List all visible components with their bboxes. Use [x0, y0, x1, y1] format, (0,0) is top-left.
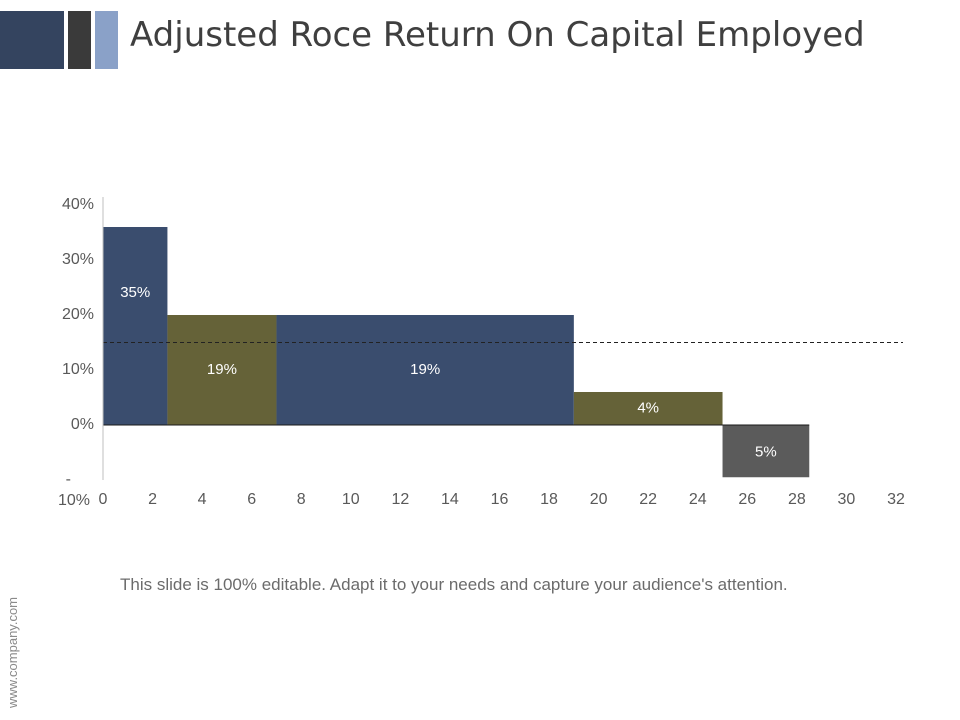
bar-3: [276, 315, 574, 425]
deco-block-dark: [68, 11, 91, 69]
x-tick-label: 30: [838, 491, 856, 508]
bar-label-2: 19%: [207, 361, 237, 378]
bar-label-4: 4%: [637, 399, 659, 416]
footer-note: This slide is 100% editable. Adapt it to…: [120, 575, 788, 594]
x-tick-label: 10: [342, 491, 360, 508]
x-tick-label: 6: [247, 491, 256, 508]
deco-block-blue: [95, 11, 118, 69]
x-tick-label: 4: [198, 491, 207, 508]
bar-1: [103, 227, 168, 425]
x-tick-label: 28: [788, 491, 806, 508]
deco-block-navy: [0, 11, 64, 69]
page-title: Adjusted Roce Return On Capital Employed: [130, 15, 865, 55]
x-tick-label: 14: [441, 491, 459, 508]
x-tick-label: 18: [540, 491, 558, 508]
x-tick-label: 32: [887, 491, 905, 508]
roce-chart: 40%30%20%10%0%-10% 0 2 4 6 8 10 12 14 16 18 20 22 24 2…: [58, 196, 905, 509]
bar-4: [573, 392, 723, 425]
chart-axes: [102, 197, 903, 480]
side-url: www.company.com: [2, 570, 22, 710]
x-tick-label: 8: [297, 491, 306, 508]
x-tick-label: 2: [148, 491, 157, 508]
title-decoration: [0, 11, 118, 69]
bar-2: [167, 315, 277, 425]
bar-label-1: 35%: [120, 284, 150, 301]
chart-ticks: 40%30%20%10%0%-10% 0 2 4 6 8 10 12 14 16 18 20 22 24 2…: [58, 196, 905, 509]
x-tick-label: 0: [99, 491, 108, 508]
side-url-text: www.company.com: [5, 596, 20, 708]
y-tick-label: 20%: [62, 306, 94, 323]
x-tick-label: 16: [491, 491, 509, 508]
chart-bars: [103, 227, 810, 478]
x-tick-label: 24: [689, 491, 707, 508]
bar-label-5: 5%: [755, 443, 777, 460]
bar-label-3: 19%: [410, 361, 440, 378]
y-tick-label: 40%: [62, 196, 94, 213]
x-tick-label: 20: [590, 491, 608, 508]
x-tick-label: 12: [391, 491, 409, 508]
y-tick-label: -10%: [58, 471, 90, 509]
chart-data-labels: 35% 19% 19% 4% 5%: [120, 284, 777, 461]
y-tick-label: 0%: [71, 416, 94, 433]
y-tick-label: 10%: [62, 361, 94, 378]
x-tick-label: 26: [738, 491, 756, 508]
x-tick-label: 22: [639, 491, 657, 508]
y-tick-label: 30%: [62, 251, 94, 268]
bar-5: [722, 425, 810, 478]
